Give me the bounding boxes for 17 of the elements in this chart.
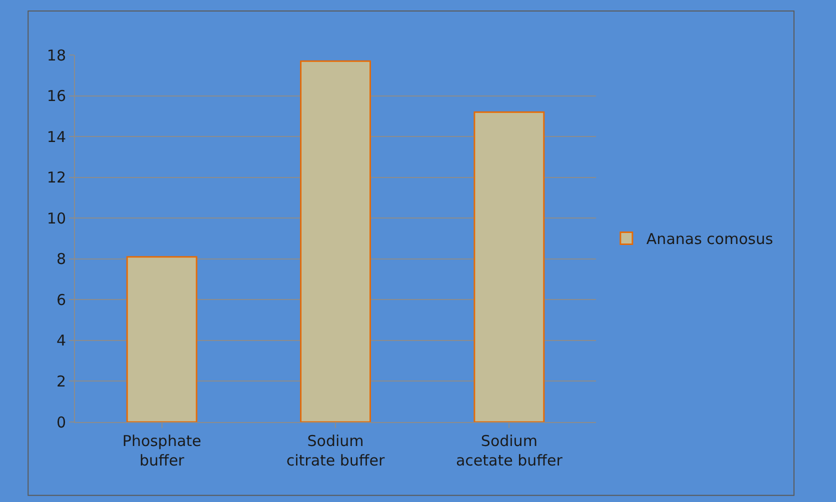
y-tick-label: 12 <box>46 168 66 187</box>
y-tick-label: 0 <box>56 413 66 432</box>
y-tick-label: 2 <box>56 372 66 390</box>
y-tick-label: 8 <box>56 250 66 268</box>
x-tick-label: Sodium citrate buffer <box>286 432 386 470</box>
bar <box>126 256 198 422</box>
y-tick-label: 10 <box>46 209 66 228</box>
legend-label: Ananas comosus <box>646 230 774 248</box>
y-tick-label: 18 <box>46 46 66 64</box>
x-tick-label: Phosphate buffer <box>122 432 202 470</box>
bar <box>300 60 371 422</box>
y-tick-label: 6 <box>56 290 66 309</box>
x-tick-label: Sodium acetate buffer <box>456 432 564 470</box>
y-tick-label: 4 <box>56 332 66 350</box>
y-tick-label: 16 <box>46 87 66 106</box>
y-tick-label: 14 <box>46 128 66 146</box>
bar <box>474 111 545 422</box>
